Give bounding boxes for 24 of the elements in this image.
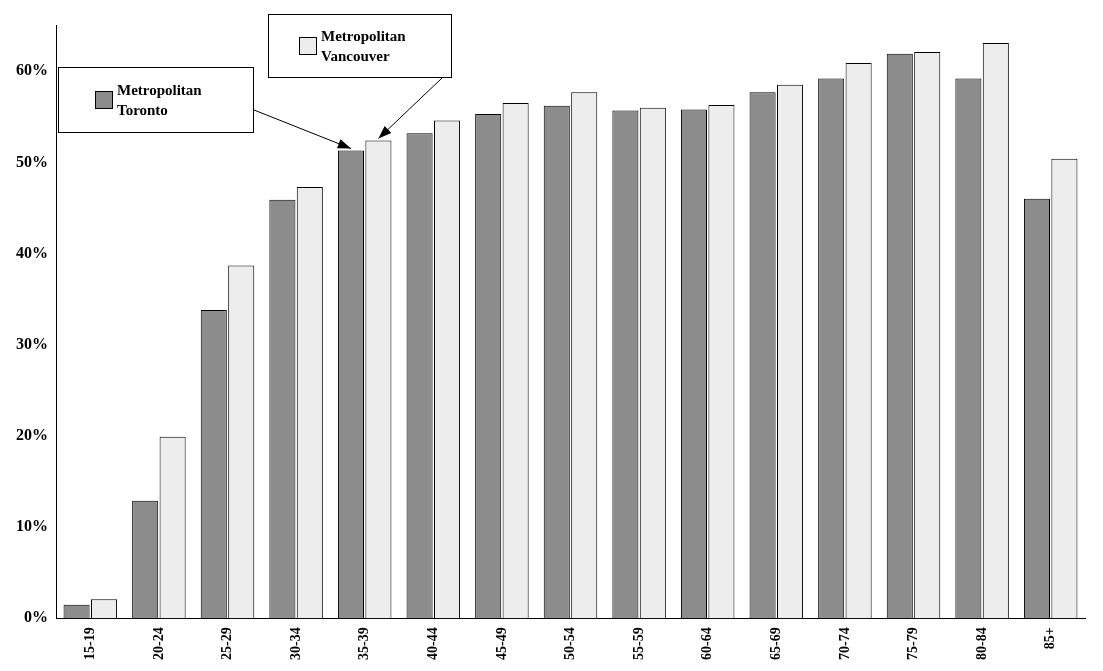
y-tick-label: 20% [16, 426, 48, 444]
x-tick-label: 85+ [1042, 627, 1058, 650]
x-tick-label: 50-54 [562, 627, 578, 661]
x-tick-label: 80-84 [973, 627, 989, 661]
y-tick-label: 40% [16, 243, 48, 261]
x-tick-label: 20-24 [150, 627, 166, 661]
x-tick-label: 65-69 [767, 627, 783, 661]
x-tick-label: 25-29 [219, 627, 235, 661]
x-tick-label: 75-79 [905, 627, 921, 661]
y-tick-label: 50% [16, 152, 48, 170]
x-tick-label: 30-34 [287, 627, 303, 661]
x-tick-label: 70-74 [836, 627, 852, 661]
x-tick-label: 60-64 [699, 627, 715, 661]
x-tick-label: 45-49 [493, 627, 509, 661]
y-tick-label: 30% [16, 334, 48, 352]
y-tick-label: 10% [16, 517, 48, 535]
legend-label: Metropolitan Vancouver [321, 27, 407, 66]
y-tick-label: 60% [16, 61, 48, 79]
y-tick-label: 0% [24, 608, 48, 626]
x-tick-label: 35-39 [356, 627, 372, 661]
x-tick-label: 40-44 [424, 627, 440, 661]
x-tick-label: 15-19 [81, 627, 97, 661]
legend-label: Metropolitan Toronto [117, 81, 203, 120]
x-tick-label: 55-59 [630, 627, 646, 661]
